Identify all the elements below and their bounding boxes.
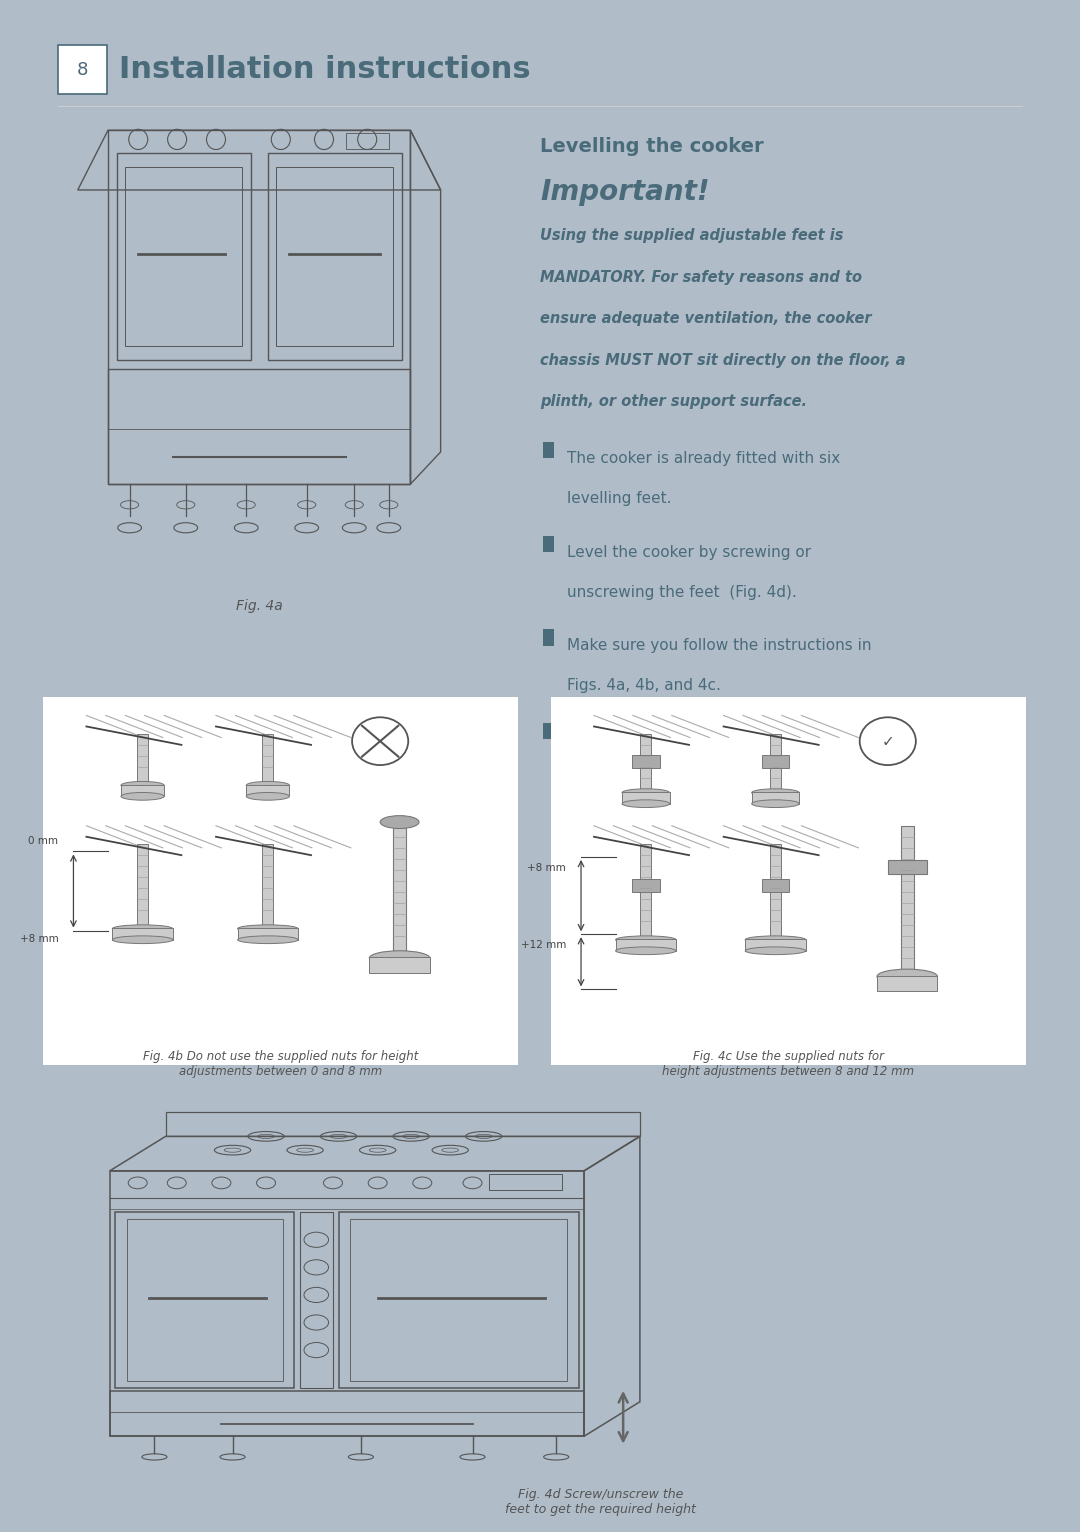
Text: unscrewing the feet  (Fig. 4d).: unscrewing the feet (Fig. 4d).	[567, 585, 797, 599]
Ellipse shape	[745, 947, 806, 954]
Text: in a separate kit.: in a separate kit.	[567, 772, 698, 787]
Text: Note: nuts are supplied with the cooker: Note: nuts are supplied with the cooker	[567, 732, 870, 746]
Bar	[112, 928, 173, 939]
Bar	[622, 792, 670, 804]
Ellipse shape	[121, 781, 164, 789]
Bar	[877, 976, 937, 991]
Bar	[901, 826, 914, 973]
Text: Figs. 4a, 4b, and 4c.: Figs. 4a, 4b, and 4c.	[567, 679, 721, 694]
Text: ✓: ✓	[881, 734, 894, 749]
Text: The cooker is already fitted with six: The cooker is already fitted with six	[567, 450, 840, 466]
Bar	[543, 536, 554, 552]
Bar	[393, 826, 406, 954]
Text: ensure adequate ventilation, the cooker: ensure adequate ventilation, the cooker	[540, 311, 872, 326]
Bar	[543, 723, 554, 740]
Text: Fig. 4b Do not use the supplied nuts for height
adjustments between 0 and 8 mm: Fig. 4b Do not use the supplied nuts for…	[144, 1049, 418, 1079]
Bar	[632, 755, 660, 768]
Text: Installation instructions: Installation instructions	[119, 55, 530, 84]
Bar	[640, 734, 651, 789]
Ellipse shape	[246, 792, 289, 800]
Bar	[137, 844, 148, 925]
Bar	[640, 844, 651, 936]
Bar	[543, 630, 554, 645]
Text: Fig. 4a: Fig. 4a	[235, 599, 283, 613]
Text: Using the supplied adjustable feet is: Using the supplied adjustable feet is	[540, 228, 843, 244]
Bar	[888, 859, 927, 873]
Text: +8 mm: +8 mm	[527, 863, 566, 873]
Bar	[262, 844, 273, 925]
Bar	[238, 928, 298, 939]
Bar	[770, 734, 781, 789]
Bar	[489, 1174, 562, 1190]
Ellipse shape	[622, 789, 670, 797]
Ellipse shape	[246, 781, 289, 789]
Text: 0 mm: 0 mm	[28, 836, 58, 846]
Bar	[745, 939, 806, 951]
Bar	[770, 844, 781, 936]
Ellipse shape	[616, 936, 676, 944]
Bar	[246, 784, 289, 797]
Text: Fig. 4d Screw/unscrew the
feet to get the required height: Fig. 4d Screw/unscrew the feet to get th…	[505, 1488, 697, 1517]
Bar	[632, 879, 660, 892]
Ellipse shape	[616, 947, 676, 954]
Text: MANDATORY. For safety reasons and to: MANDATORY. For safety reasons and to	[540, 270, 862, 285]
Ellipse shape	[112, 936, 173, 944]
Ellipse shape	[369, 951, 430, 965]
Text: levelling feet.: levelling feet.	[567, 492, 672, 506]
Bar	[616, 939, 676, 951]
Text: chassis MUST NOT sit directly on the floor, a: chassis MUST NOT sit directly on the flo…	[540, 352, 906, 368]
Text: +12 mm: +12 mm	[521, 941, 566, 950]
Ellipse shape	[112, 925, 173, 933]
Text: Levelling the cooker: Levelling the cooker	[540, 138, 764, 156]
Bar	[761, 755, 789, 768]
Bar	[121, 784, 164, 797]
Bar	[262, 734, 273, 781]
Text: Make sure you follow the instructions in: Make sure you follow the instructions in	[567, 639, 872, 653]
Bar	[137, 734, 148, 781]
Ellipse shape	[622, 800, 670, 807]
Ellipse shape	[380, 815, 419, 829]
Bar	[543, 443, 554, 458]
Ellipse shape	[121, 792, 164, 800]
Text: 8: 8	[77, 61, 87, 78]
FancyBboxPatch shape	[36, 691, 526, 1071]
Bar	[369, 958, 430, 973]
Ellipse shape	[877, 970, 937, 984]
Text: +8 mm: +8 mm	[19, 935, 58, 944]
Text: Important!: Important!	[540, 178, 710, 205]
Ellipse shape	[238, 925, 298, 933]
Ellipse shape	[752, 800, 799, 807]
Text: plinth, or other support surface.: plinth, or other support surface.	[540, 395, 807, 409]
Ellipse shape	[752, 789, 799, 797]
FancyBboxPatch shape	[58, 46, 107, 95]
Bar	[752, 792, 799, 804]
Ellipse shape	[238, 936, 298, 944]
Ellipse shape	[745, 936, 806, 944]
Text: Level the cooker by screwing or: Level the cooker by screwing or	[567, 544, 811, 559]
Bar	[346, 133, 389, 149]
Bar	[761, 879, 789, 892]
FancyBboxPatch shape	[543, 691, 1034, 1071]
Text: Fig. 4c Use the supplied nuts for
height adjustments between 8 and 12 mm: Fig. 4c Use the supplied nuts for height…	[662, 1049, 915, 1079]
